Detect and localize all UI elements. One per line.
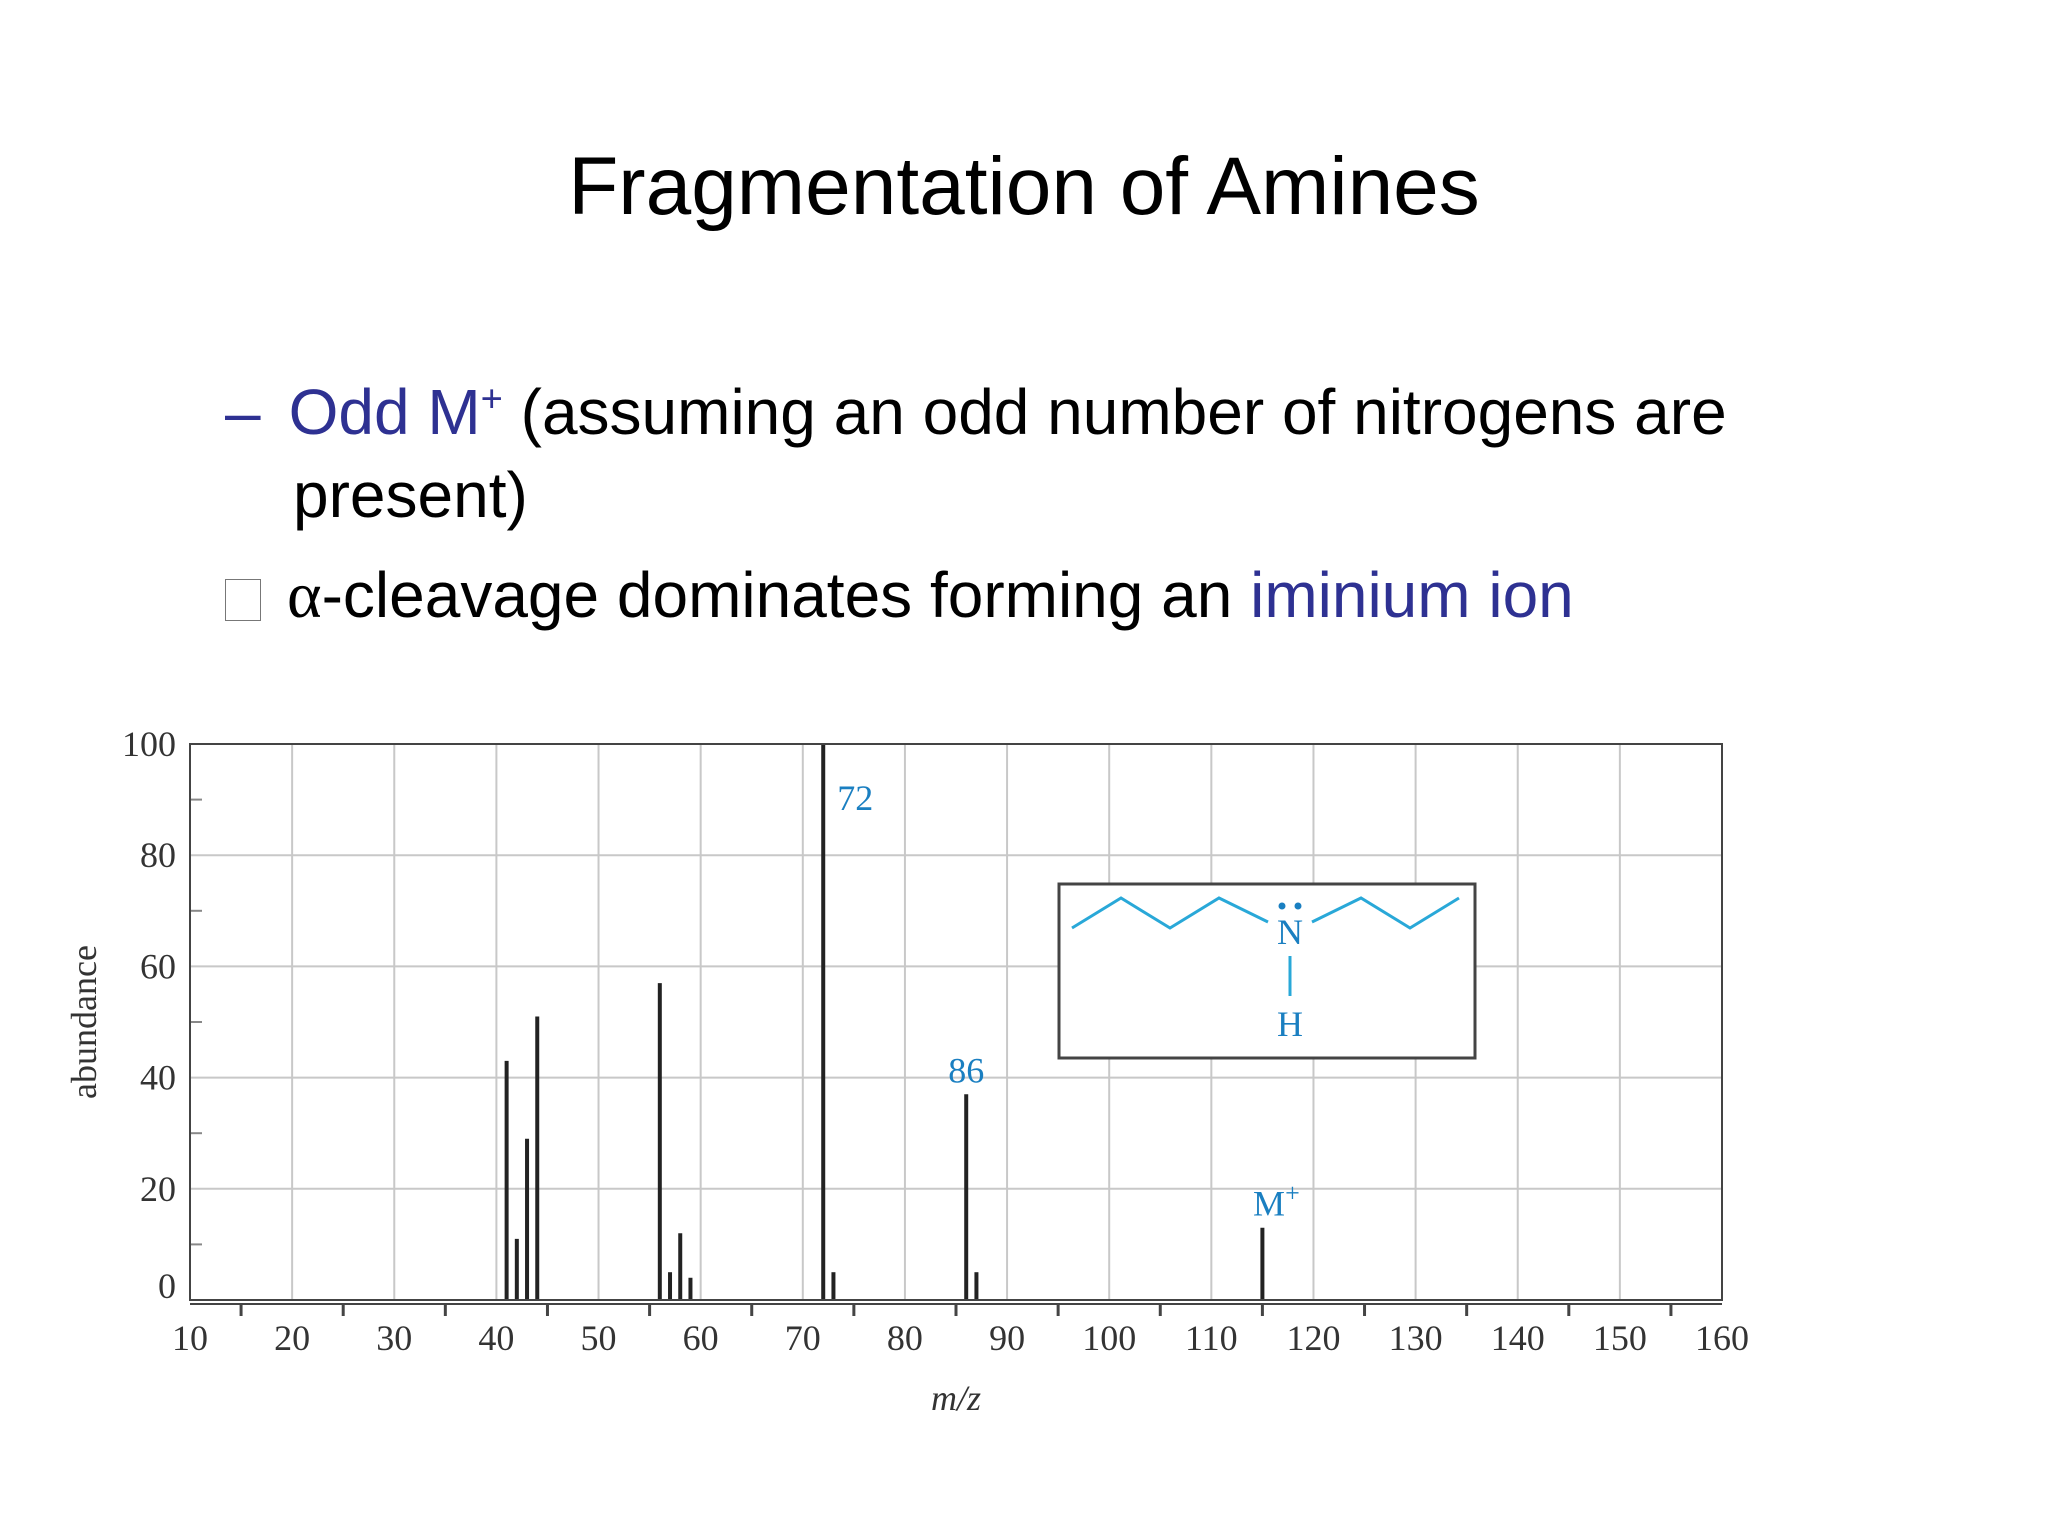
y-tick-label: 40 <box>140 1058 176 1098</box>
bullet-odd-m: – Odd M+ (assuming an odd number of nitro… <box>225 375 1727 449</box>
grid-lines <box>190 744 1722 1300</box>
plot-frame <box>189 743 1723 1301</box>
x-tick-label: 70 <box>785 1318 821 1358</box>
x-tick-label: 110 <box>1185 1318 1238 1358</box>
x-tick-label: 60 <box>683 1318 719 1358</box>
peak-annotations: 72 86 M+ <box>837 778 1300 1224</box>
odd-m-text: Odd M <box>288 376 481 448</box>
left-chain-icon <box>1071 896 1269 930</box>
alpha-symbol: α <box>287 559 322 632</box>
amine-structure-inset: N H <box>1057 882 1477 1060</box>
x-tick-label: 50 <box>581 1318 617 1358</box>
right-chain-icon <box>1311 896 1460 930</box>
slide-title: Fragmentation of Amines <box>568 141 1480 232</box>
x-tick-label: 120 <box>1286 1318 1340 1358</box>
y-tick-label: 20 <box>140 1169 176 1209</box>
y-tick-label: 100 <box>122 724 176 764</box>
molecular-ion-sup: + <box>1285 1179 1300 1208</box>
molecular-ion-label: M+ <box>1253 1179 1300 1224</box>
peak-label-72: 72 <box>837 778 873 818</box>
bullet1-continuation: present) <box>293 459 528 531</box>
x-tick-label: 10 <box>172 1318 208 1358</box>
hydrogen-atom: H <box>1277 1004 1303 1044</box>
x-tick-label: 130 <box>1389 1318 1443 1358</box>
bullet2-text: -cleavage dominates forming an <box>321 559 1251 631</box>
bullet1-rest: (assuming an odd number of nitrogens are <box>502 376 1727 448</box>
x-tick-label: 80 <box>887 1318 923 1358</box>
peak-label-86: 86 <box>948 1050 984 1090</box>
x-tick-label: 150 <box>1593 1318 1647 1358</box>
structure-box <box>1057 882 1477 1060</box>
y-tick-label: 80 <box>140 835 176 875</box>
odd-m-sup: + <box>480 378 503 421</box>
nitrogen-atom: N <box>1277 912 1303 952</box>
x-tick-label: 140 <box>1491 1318 1545 1358</box>
bullet-alpha-cleavage: α-cleavage dominates forming an iminium … <box>225 558 1574 634</box>
tick-labels: 10 20 30 40 50 60 70 80 90 100 110 120 130 140 150 160 0… <box>122 724 1749 1358</box>
y-axis-label: abundance <box>64 945 104 1099</box>
dash-marker: – <box>225 376 261 448</box>
x-tick-label: 30 <box>376 1318 412 1358</box>
peak-bars <box>504 744 1265 1300</box>
y-tick-label: 60 <box>140 946 176 986</box>
x-tick-label: 40 <box>478 1318 514 1358</box>
lone-pair-dot-icon <box>1294 902 1302 910</box>
x-axis-label: m/z <box>931 1378 981 1418</box>
y-tick-label: 0 <box>158 1266 176 1306</box>
square-bullet-icon <box>225 579 261 621</box>
iminium-ion-text: iminium ion <box>1250 559 1574 631</box>
lone-pair-dot-icon <box>1278 902 1286 910</box>
x-tick-label: 160 <box>1695 1318 1749 1358</box>
axis-ticks <box>190 798 1673 1316</box>
x-tick-label: 20 <box>274 1318 310 1358</box>
x-tick-label: 100 <box>1082 1318 1136 1358</box>
x-tick-label: 90 <box>989 1318 1025 1358</box>
